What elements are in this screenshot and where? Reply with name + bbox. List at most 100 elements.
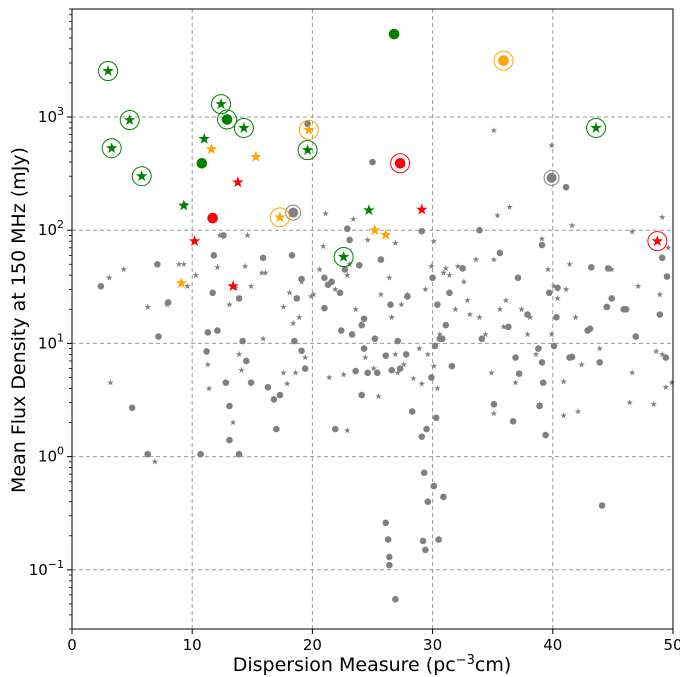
grey-star-point xyxy=(107,379,114,386)
grey-circle-point xyxy=(539,379,547,386)
grey-circle-point xyxy=(386,561,393,569)
grey-star-point xyxy=(295,313,303,321)
axis-ticks: 0 10 20 30 40 50 10−1 100 101 102 103 xyxy=(29,8,680,654)
grey-circle-point xyxy=(144,450,152,458)
green-circle-point xyxy=(388,28,400,40)
grey-circle-point xyxy=(336,289,344,297)
y-tick-label: 10−1 xyxy=(29,558,64,579)
grey-star-point xyxy=(650,400,657,408)
grey-star-point xyxy=(476,313,483,321)
grey-star-point xyxy=(151,458,159,465)
grey-circle-point xyxy=(430,482,438,490)
grey-star-point xyxy=(626,399,633,406)
grey-circle-point xyxy=(431,342,439,350)
grey-star-point xyxy=(364,236,371,243)
grey-star-point xyxy=(494,212,501,219)
point-ring xyxy=(119,110,140,131)
grey-circle-point xyxy=(220,232,227,239)
grey-circle-point xyxy=(384,536,392,543)
grey-star-point xyxy=(440,269,447,276)
grey-circle-point xyxy=(377,256,385,263)
x-tick-label: 10 xyxy=(183,636,202,654)
grey-circle-point xyxy=(542,431,549,439)
red-circle-point xyxy=(207,212,218,224)
grey-circle-point xyxy=(505,323,512,331)
grey-star-point xyxy=(400,361,407,368)
grey-star-point xyxy=(602,303,609,310)
grey-star-point xyxy=(262,269,269,276)
grey-star-point xyxy=(634,282,642,289)
grey-circle-point xyxy=(343,225,351,233)
point-ring xyxy=(297,140,318,161)
grey-star-point xyxy=(392,239,399,246)
grey-star-point xyxy=(554,294,561,302)
grey-circle-point xyxy=(355,261,363,269)
grey-star-point xyxy=(518,305,525,313)
grey-circle-point xyxy=(408,408,416,415)
grey-circle-point xyxy=(341,266,349,273)
grey-star-point xyxy=(496,305,504,313)
green-star-point xyxy=(238,121,250,133)
grey-star-point xyxy=(120,266,127,273)
grey-circle-point xyxy=(435,536,442,543)
grey-circle-point xyxy=(247,379,255,386)
grey-circle-point xyxy=(270,396,278,403)
grey-star-point xyxy=(482,331,489,338)
grey-circle-point xyxy=(423,425,430,433)
grey-star-point xyxy=(446,271,453,279)
grey-star-point xyxy=(424,350,432,358)
grey-star-point xyxy=(352,305,359,313)
grey-circle-point xyxy=(432,414,440,422)
grey-star-point xyxy=(283,380,291,387)
grey-circle-point xyxy=(348,331,356,338)
grey-circle-point xyxy=(402,351,410,358)
y-axis-label: Mean Flux Density at 150 MHz (mJy) xyxy=(8,147,30,493)
grey-star-point xyxy=(192,271,200,279)
grey-star-point xyxy=(410,375,417,382)
grey-circle-point xyxy=(535,345,542,352)
grey-circle-point xyxy=(154,260,161,268)
grey-star-point xyxy=(658,350,666,358)
grey-circle-point xyxy=(203,348,210,355)
grey-circle-point xyxy=(155,333,162,340)
point-ring xyxy=(333,246,354,267)
grey-circle-point xyxy=(388,366,396,374)
x-tick-label: 0 xyxy=(67,636,77,654)
x-tick-label: 30 xyxy=(423,636,442,654)
gridlines xyxy=(71,9,674,629)
grey-star-point xyxy=(286,289,293,296)
grey-star-point xyxy=(106,274,113,281)
green-star-point xyxy=(178,199,190,211)
grey-star-point xyxy=(332,286,339,293)
grey-star-point xyxy=(418,380,426,387)
grey-star-point xyxy=(214,263,221,271)
grey-star-point xyxy=(512,379,519,386)
grey-circle-point xyxy=(382,519,390,527)
grey-circle-point xyxy=(288,252,296,259)
grey-star-point xyxy=(370,365,377,372)
grey-circle-point xyxy=(239,337,246,345)
grey-circle-point xyxy=(264,383,272,391)
grey-star-point xyxy=(292,369,299,376)
grey-star-point xyxy=(180,260,188,268)
grey-star-point xyxy=(488,369,495,376)
grey-star-point xyxy=(175,260,183,268)
grey-circle-point xyxy=(419,537,427,545)
grey-star-point xyxy=(362,354,369,361)
grey-star-point xyxy=(656,291,664,298)
grey-star-point xyxy=(436,331,444,338)
grey-circle-point xyxy=(434,301,441,308)
grey-star-point xyxy=(430,237,438,244)
grey-star-point xyxy=(548,142,555,149)
grey-star-point xyxy=(490,410,498,417)
grey-circle-point xyxy=(222,379,230,386)
plot-frame xyxy=(71,8,674,630)
grey-circle-point xyxy=(515,370,523,378)
data-points xyxy=(97,28,676,603)
grey-circle-point xyxy=(197,450,204,458)
grey-circle-point xyxy=(550,342,558,350)
grey-star-point xyxy=(428,262,435,270)
grey-star-point xyxy=(375,393,382,400)
grey-circle-point xyxy=(424,498,432,505)
grey-circle-point xyxy=(210,252,218,259)
